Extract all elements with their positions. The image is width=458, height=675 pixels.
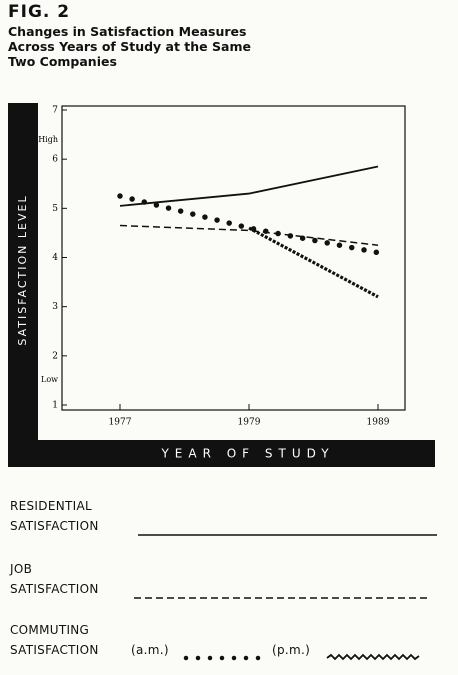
x-tick-label: 1977 <box>109 418 132 428</box>
series-line <box>119 224 379 246</box>
chart-title: Changes in Satisfaction Measures Across … <box>8 24 251 69</box>
y-label-band <box>8 103 38 467</box>
plot-frame <box>61 105 406 411</box>
legend-label: (p.m.) <box>272 643 311 657</box>
x-tick-label: 1979 <box>238 418 261 428</box>
series-line <box>117 193 381 256</box>
y-tick-label: 7 <box>52 106 58 116</box>
low-label: Low <box>41 375 58 384</box>
y-tick-label: 6 <box>52 155 58 165</box>
y-tick-label: 5 <box>52 204 58 214</box>
series-line <box>248 226 379 299</box>
series-line <box>119 165 379 207</box>
x-label-band <box>38 440 435 467</box>
figure-label: FIG. 2 <box>8 2 71 22</box>
legend-wavy <box>326 653 420 661</box>
y-axis-label: SATISFACTION LEVEL <box>16 194 29 345</box>
legend-label: JOB SATISFACTION <box>10 562 99 596</box>
legend-label: RESIDENTIAL SATISFACTION <box>10 499 99 533</box>
y-tick-label: 3 <box>52 302 58 312</box>
x-axis-label: YEAR OF STUDY <box>160 447 334 461</box>
high-label: High <box>38 135 58 144</box>
x-tick-label: 1989 <box>367 418 390 428</box>
legend-label: (a.m.) <box>131 643 169 657</box>
y-tick-label: 1 <box>52 401 58 411</box>
legend-heading: COMMUTING SATISFACTION <box>10 623 99 657</box>
y-tick-label: 2 <box>52 351 58 361</box>
y-tick-label: 4 <box>52 253 58 263</box>
